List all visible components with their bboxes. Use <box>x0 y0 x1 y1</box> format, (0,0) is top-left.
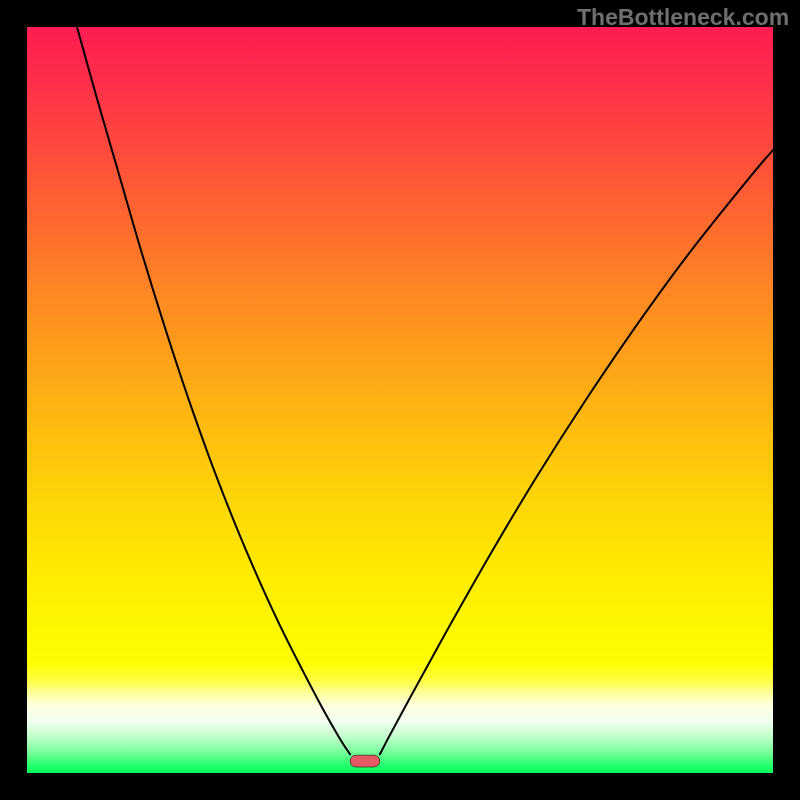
chart-background <box>27 27 773 773</box>
outer-frame: TheBottleneck.com <box>0 0 800 800</box>
chart-plot <box>27 27 773 773</box>
bottleneck-marker <box>350 755 380 767</box>
watermark-text: TheBottleneck.com <box>577 4 789 31</box>
